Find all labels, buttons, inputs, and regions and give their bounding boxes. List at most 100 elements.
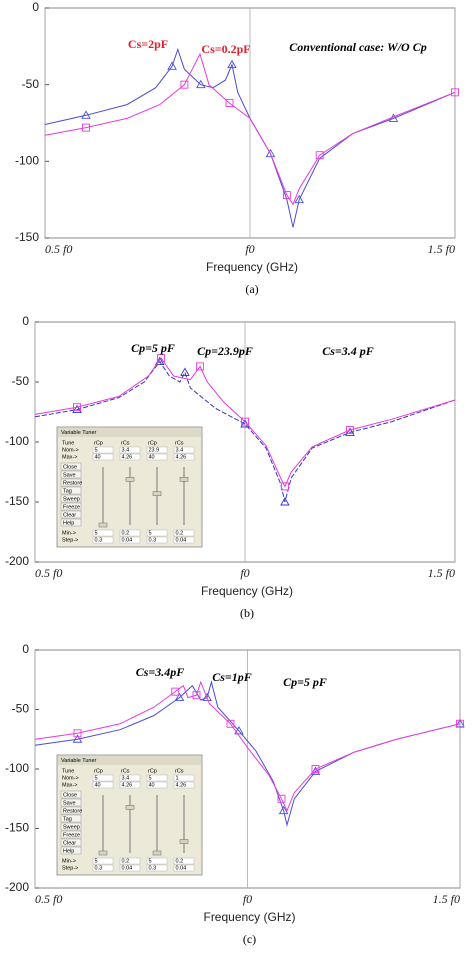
marker	[315, 151, 324, 160]
step-value: 0.04	[122, 537, 133, 543]
y-tick-label: 0	[22, 642, 29, 656]
x-tick-label: 1.5 f0	[428, 242, 455, 256]
annotation: Cp=5 pF	[283, 675, 327, 689]
tuner-button[interactable]	[60, 518, 82, 527]
max-value: 40	[149, 782, 155, 788]
row-label: Step->	[62, 865, 78, 871]
tuner-button[interactable]	[60, 486, 82, 495]
max-value: 40	[95, 782, 101, 788]
nom-value: 5	[95, 775, 98, 781]
column-header: rCs	[121, 440, 130, 446]
x-tick-label: f0	[243, 892, 252, 906]
tuner-button[interactable]	[60, 478, 82, 487]
value-box	[173, 864, 195, 872]
marker	[277, 794, 286, 803]
slider-thumb[interactable]	[179, 477, 189, 482]
marker	[280, 482, 289, 491]
marker	[282, 191, 291, 200]
tuner-button[interactable]	[60, 798, 82, 807]
slider-thumb[interactable]	[125, 805, 135, 810]
tuner-button[interactable]	[60, 830, 82, 839]
tuner-titlebar	[58, 428, 201, 437]
tuner-button[interactable]	[60, 814, 82, 823]
button-label: Sweep	[63, 824, 80, 830]
value-box	[92, 453, 114, 461]
slider-thumb[interactable]	[98, 522, 108, 528]
tune-label: Tune	[62, 768, 74, 774]
value-box	[92, 781, 114, 789]
annotation: Cs=3.4 pF	[322, 344, 374, 358]
slider-thumb[interactable]	[98, 850, 108, 856]
y-tick-label: -200	[5, 880, 29, 894]
value-box	[146, 453, 168, 461]
marker	[202, 692, 212, 702]
tuner-button[interactable]	[60, 806, 82, 815]
tuner-button[interactable]	[60, 822, 82, 831]
tuner-button[interactable]	[60, 462, 82, 471]
y-tick-label: -100	[15, 154, 39, 168]
step-value: 0.3	[95, 865, 103, 871]
series-line	[44, 52, 456, 206]
x-tick-label: 1.5 f0	[433, 892, 460, 906]
tuner-button[interactable]	[60, 470, 82, 479]
value-box	[119, 864, 141, 872]
value-box	[119, 446, 141, 454]
tuner-button[interactable]	[60, 846, 82, 855]
y-tick-label: -50	[22, 77, 40, 91]
x-tick-label: 1.5 f0	[428, 566, 455, 580]
row-label: Min->	[62, 858, 76, 864]
y-tick-label: -50	[12, 702, 30, 716]
min-value: 5	[149, 530, 152, 536]
y-tick-label: -100	[5, 434, 29, 448]
max-value: 40	[149, 454, 155, 460]
value-box	[119, 529, 141, 537]
value-box	[119, 781, 141, 789]
step-value: 0.3	[149, 865, 157, 871]
value-box	[92, 857, 114, 865]
annotation: Cs=2pF	[128, 37, 168, 51]
step-value: 0.3	[95, 537, 103, 543]
annotation: Conventional case: W/O Cp	[289, 40, 426, 54]
marker	[157, 354, 165, 362]
y-tick-label: -100	[5, 761, 29, 775]
value-box	[92, 529, 114, 537]
marker	[280, 497, 290, 506]
y-tick-label: -150	[15, 230, 39, 244]
nom-value: 1	[176, 775, 179, 781]
tune-label: Tune	[62, 440, 74, 446]
slider-thumb[interactable]	[125, 477, 135, 482]
y-tick-label: 0	[32, 0, 39, 14]
row-label: Nom->	[62, 447, 79, 453]
row-label: Min->	[62, 530, 76, 536]
max-value: 4.26	[176, 782, 187, 788]
caption: (a)	[245, 282, 258, 296]
button-label: Tag	[63, 816, 72, 822]
nom-value: 23.9	[149, 447, 160, 453]
max-value: 4.26	[122, 782, 133, 788]
tuner-title: Variable Tuner	[61, 430, 97, 436]
button-label: Close	[63, 464, 77, 470]
button-label: Close	[63, 792, 77, 798]
nom-value: 3.4	[122, 447, 130, 453]
marker	[227, 59, 237, 69]
tuner-button[interactable]	[60, 502, 82, 511]
button-label: Help	[63, 520, 74, 526]
x-axis-label: Frequency (GHz)	[201, 584, 293, 598]
tuner-button[interactable]	[60, 494, 82, 503]
slider-thumb[interactable]	[152, 850, 162, 856]
tuner-button[interactable]	[60, 790, 82, 799]
tuner-button[interactable]	[60, 838, 82, 847]
column-header: rCp	[94, 768, 103, 774]
tuner-button[interactable]	[60, 510, 82, 519]
column-header: rCs	[175, 768, 184, 774]
row-label: Max->	[62, 454, 77, 460]
slider-thumb[interactable]	[179, 839, 189, 844]
marker	[346, 426, 354, 434]
caption: (b)	[240, 606, 254, 620]
marker	[345, 427, 355, 436]
slider-thumb[interactable]	[152, 491, 162, 496]
nom-value: 5	[149, 775, 152, 781]
step-value: 0.04	[122, 865, 133, 871]
nom-value: 5	[95, 447, 98, 453]
